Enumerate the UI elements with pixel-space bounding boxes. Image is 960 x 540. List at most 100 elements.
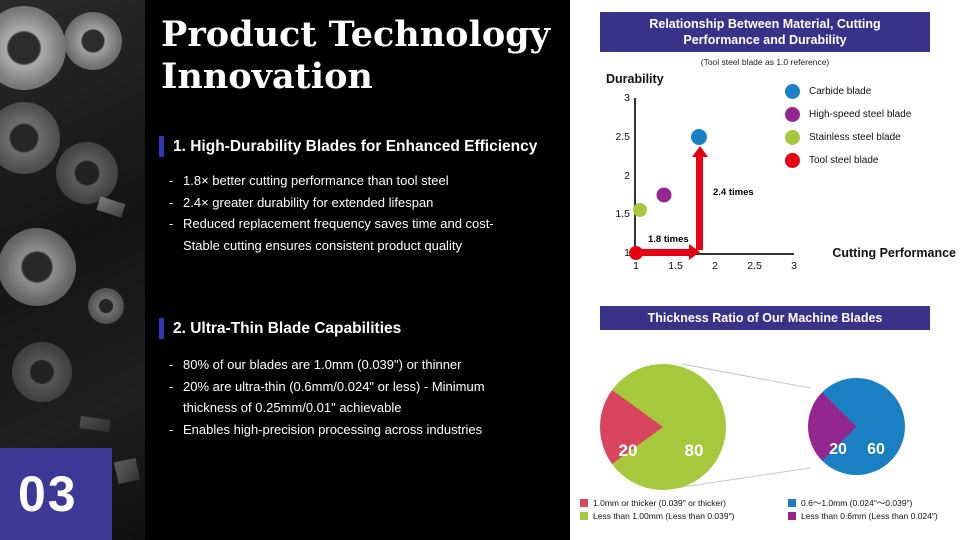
pie0-legend: 1.0mm or thicker (0.039" or thicker) Les… — [580, 497, 734, 523]
scatter-chart-subtitle: (Tool steel blade as 1.0 reference) — [700, 57, 830, 67]
section2-heading: 2. Ultra-Thin Blade Capabilities — [159, 318, 401, 339]
slide-title-line1: Product Technology — [161, 14, 550, 55]
blade-photo-chip — [79, 415, 111, 433]
bullet-marker: - — [169, 357, 174, 372]
legend-color-marker — [785, 84, 800, 99]
legend-label: 1.0mm or thicker (0.039" or thicker) — [593, 498, 726, 508]
bullet-line: - Enables high-precision processing acro… — [169, 419, 564, 441]
blade-photo-strip — [0, 0, 145, 540]
x-axis-label: Cutting Performance — [832, 246, 956, 260]
charts-panel: Relationship Between Material, Cutting P… — [570, 0, 960, 540]
legend-label: 0.6〜1.0mm (0.024"〜0.039") — [801, 498, 913, 508]
bullet-line: - 1.8× better cutting performance than t… — [169, 170, 564, 192]
slide-title: Product Technology Innovation — [161, 14, 550, 98]
pie-all-blades — [600, 364, 726, 490]
scatter-point — [691, 128, 708, 145]
bullet-text: 20% are ultra-thin (0.6mm/0.024" or less… — [183, 378, 485, 394]
y-tick-label: 2 — [624, 169, 630, 182]
legend-item: Less than 0.6mm (Less than 0.024") — [788, 510, 938, 522]
legend-color-marker — [785, 153, 800, 168]
pie1-legend: 0.6〜1.0mm (0.024"〜0.039") Less than 0.6m… — [788, 497, 938, 523]
bullet-line: - 2.4× greater durability for extended l… — [169, 192, 564, 214]
legend-item: Tool steel blade — [785, 149, 911, 172]
section-accent-bar — [159, 318, 164, 339]
y-tick-label: 2.5 — [615, 130, 630, 143]
bullet-marker: - — [169, 194, 174, 210]
scatter-title-line2: Performance and Durability — [683, 33, 847, 47]
bullet-text: Reduced replacement frequency saves time… — [183, 216, 494, 231]
section2-bullets: - 80% of our blades are 1.0mm (0.039") o… — [169, 354, 564, 440]
bullet-line: - Reduced replacement frequency saves ti… — [169, 213, 564, 235]
bullet-text: 1.8× better cutting performance than too… — [183, 173, 449, 188]
blade-photo-chip — [113, 457, 141, 485]
legend-item: Stainless steel blade — [785, 126, 911, 149]
main-content-panel: Product Technology Innovation 1. High-Du… — [145, 0, 570, 540]
scatter-legend: Carbide blade High-speed steel blade Sta… — [785, 80, 911, 172]
section1-heading-text: 1. High-Durability Blades for Enhanced E… — [173, 137, 538, 155]
scatter-point — [656, 187, 672, 203]
x-tick-label: 2 — [712, 260, 718, 272]
bullet-marker — [169, 235, 183, 257]
blade-photo-chip — [96, 196, 126, 218]
blade-photo-circle — [56, 142, 118, 204]
vertical-arrow-head — [692, 146, 708, 157]
bullet-marker: - — [169, 378, 174, 394]
legend-color-marker — [785, 107, 800, 122]
legend-color-marker — [788, 499, 796, 507]
legend-color-marker — [580, 512, 588, 520]
legend-item: High-speed steel blade — [785, 103, 911, 126]
slide-title-line2: Innovation — [161, 56, 373, 97]
pie-connector-lines — [675, 363, 811, 489]
section1-bullets: - 1.8× better cutting performance than t… — [169, 170, 564, 256]
blade-photo-circle — [12, 342, 72, 402]
legend-item: 1.0mm or thicker (0.039" or thicker) — [580, 497, 734, 509]
legend-item: Carbide blade — [785, 80, 911, 103]
scatter-chart-title-banner: Relationship Between Material, Cutting P… — [600, 12, 930, 52]
bullet-marker: - — [169, 173, 174, 188]
legend-label: Stainless steel blade — [809, 132, 901, 143]
bullet-line: thickness of 0.25mm/0.01" achievable — [169, 397, 564, 419]
legend-item: Less than 1.00mm (Less than 0.039") — [580, 510, 734, 522]
vertical-arrow-shaft — [696, 156, 703, 250]
pie-slice-label: 20 — [829, 441, 847, 458]
pie-slice-label: 60 — [867, 441, 885, 458]
bullet-marker: - — [169, 421, 174, 437]
pie-chart-title: Thickness Ratio of Our Machine Blades — [647, 311, 883, 325]
bullet-marker — [169, 397, 183, 419]
bullet-text: 2.4× greater durability for extended lif… — [183, 194, 434, 210]
legend-label: Less than 1.00mm (Less than 0.039") — [593, 511, 735, 521]
pie-thin-breakdown — [808, 378, 905, 475]
scatter-point — [632, 203, 647, 218]
blade-photo-circle — [88, 288, 124, 324]
legend-label: Carbide blade — [809, 86, 872, 97]
page-number-badge: 03 — [0, 448, 112, 540]
legend-color-marker — [785, 130, 800, 145]
section1-heading: 1. High-Durability Blades for Enhanced E… — [159, 136, 537, 157]
bullet-text: 80% of our blades are 1.0mm (0.039") or … — [183, 357, 462, 372]
page-number: 03 — [18, 466, 78, 522]
pie-slice-label: 20 — [618, 441, 638, 460]
scatter-plot-area: 1.8 times 2.4 times 1 1.5 2 2.5 3 1 1.5 2 2.5 3 — [615, 92, 797, 272]
legend-color-marker — [788, 512, 796, 520]
y-tick-label: 1.5 — [615, 208, 630, 221]
bullet-line: - 20% are ultra-thin (0.6mm/0.024" or le… — [169, 376, 564, 398]
scatter-title-line1: Relationship Between Material, Cutting — [649, 17, 881, 31]
pie-slice-label: 80 — [684, 441, 704, 460]
pie-charts-area: 20 80 20 60 1.0mm or thicker (0.039" or … — [570, 340, 960, 540]
horizontal-arrow-shaft — [640, 249, 690, 256]
y-tick-label: 1 — [624, 247, 630, 259]
x-tick-label: 3 — [791, 260, 797, 272]
blade-photo-circle — [0, 102, 60, 174]
bullet-text: Enables high-precision processing across… — [183, 421, 483, 437]
x-tick-label: 2.5 — [747, 260, 762, 272]
annotation-2-4-times: 2.4 times — [713, 187, 754, 198]
x-tick-label: 1.5 — [668, 260, 683, 272]
legend-label: Less than 0.6mm (Less than 0.024") — [801, 511, 938, 521]
legend-item: 0.6〜1.0mm (0.024"〜0.039") — [788, 497, 938, 509]
section2-heading-text: 2. Ultra-Thin Blade Capabilities — [173, 319, 402, 337]
annotation-1-8-times: 1.8 times — [648, 234, 689, 245]
legend-label: High-speed steel blade — [809, 109, 912, 120]
bullet-text: Stable cutting ensures consistent produc… — [183, 237, 462, 253]
scatter-point — [629, 246, 643, 260]
